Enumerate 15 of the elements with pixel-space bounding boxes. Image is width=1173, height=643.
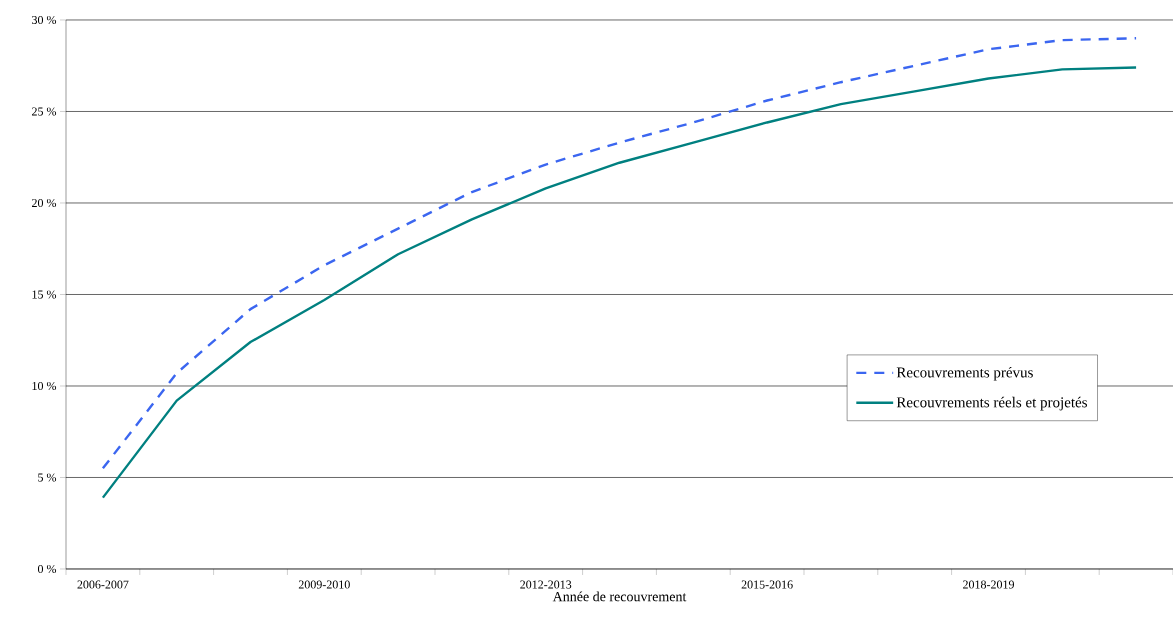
x-axis-title: Année de recouvrement bbox=[552, 591, 687, 602]
y-tick-label: 15 % bbox=[32, 290, 57, 299]
x-tick-label: 2015-2016 bbox=[741, 580, 793, 589]
legend-label: Recouvrements prévus bbox=[896, 366, 1033, 381]
y-tick-label: 10 % bbox=[32, 381, 57, 391]
x-tick-label: 2018-2019 bbox=[963, 580, 1015, 589]
x-tick-label: 2012-2013 bbox=[520, 580, 572, 589]
y-tick-label: 5 % bbox=[38, 473, 57, 482]
legend-label: Recouvrements réels et projetés bbox=[896, 396, 1088, 411]
x-tick-label: 2006-2007 bbox=[77, 580, 129, 589]
y-tick-label: 20 % bbox=[32, 198, 57, 208]
y-tick-label: 0 % bbox=[37, 564, 57, 574]
y-tick-label: 25 % bbox=[32, 107, 57, 116]
x-tick-label: 2009-2010 bbox=[298, 580, 350, 589]
y-tick-label: 30 % bbox=[32, 15, 57, 25]
